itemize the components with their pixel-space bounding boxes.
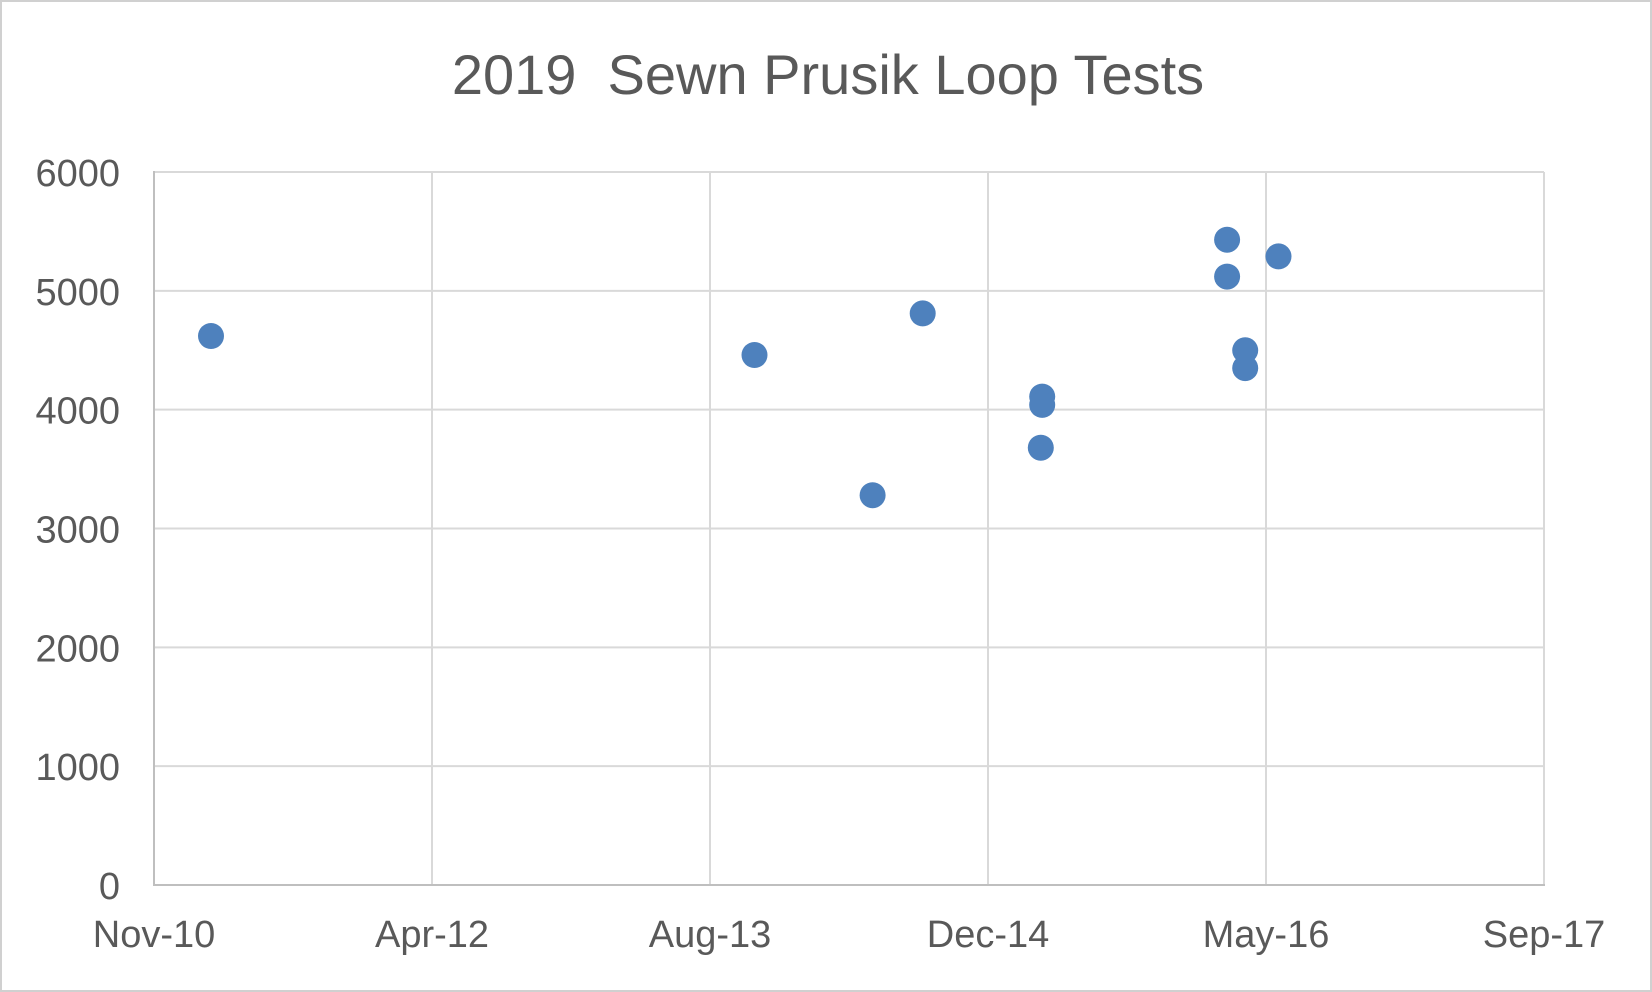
y-axis-tick-label: 6000 [35,153,120,195]
y-axis-tick-label: 2000 [35,628,120,670]
scatter-point [859,482,886,509]
x-axis-tick-label: Apr-12 [375,914,489,956]
y-axis-tick-label: 1000 [35,747,120,789]
scatter-point [1029,391,1056,418]
x-axis-tick-label: Dec-14 [927,914,1050,956]
x-axis-tick-label: Nov-10 [93,914,216,956]
scatter-point [1214,263,1241,290]
scatter-point [1232,337,1259,364]
scatter-point [1027,434,1054,461]
y-axis-tick-label: 4000 [35,391,120,433]
scatter-point [741,342,768,368]
scatter-point [909,300,936,327]
x-axis-tick-label: May-16 [1203,914,1330,956]
x-axis-tick-label: Sep-17 [1483,914,1606,956]
y-axis-tick-label: 0 [99,866,120,908]
scatter-point [198,323,224,349]
scatter-point [1232,355,1259,382]
x-axis-tick-label: Aug-13 [649,914,772,956]
y-axis-tick-label: 5000 [35,272,120,314]
scatter-point [1214,226,1241,253]
y-axis-tick-label: 3000 [35,510,120,552]
scatter-point [1265,243,1292,270]
chart-title: 2019 Sewn Prusik Loop Tests [451,43,1205,106]
